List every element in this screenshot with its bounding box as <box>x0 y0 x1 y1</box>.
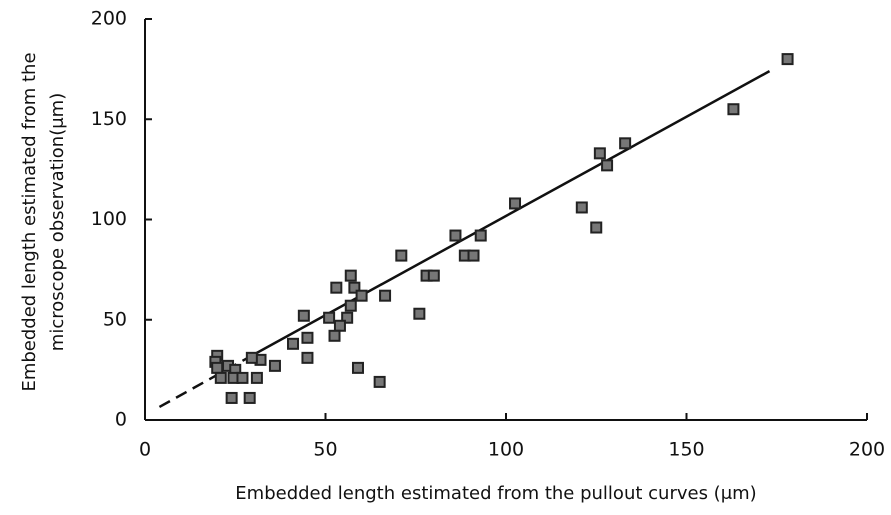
point <box>214 371 227 384</box>
point <box>449 229 462 242</box>
point <box>413 307 426 320</box>
point <box>225 391 238 404</box>
point <box>243 391 256 404</box>
point <box>250 371 263 384</box>
point <box>781 53 794 66</box>
point <box>355 289 368 302</box>
point <box>509 197 522 210</box>
point <box>297 309 310 322</box>
point <box>619 137 632 150</box>
point <box>379 289 392 302</box>
point <box>301 351 314 364</box>
point <box>373 375 386 388</box>
point <box>333 319 346 332</box>
fit-line <box>252 70 771 356</box>
point <box>351 361 364 374</box>
y-tick-label: 100 <box>91 208 127 230</box>
point <box>590 221 603 234</box>
point <box>344 299 357 312</box>
point <box>341 311 354 324</box>
point <box>395 249 408 262</box>
point <box>323 311 336 324</box>
y-axis-label: Embedded length estimated from the <box>19 52 40 391</box>
point <box>727 103 740 116</box>
point <box>474 229 487 242</box>
point <box>268 359 281 372</box>
point <box>301 331 314 344</box>
point <box>330 281 343 294</box>
x-tick-label: 150 <box>668 439 704 461</box>
point <box>236 371 249 384</box>
y-tick-label: 150 <box>91 108 127 130</box>
point <box>245 351 258 364</box>
point <box>344 269 357 282</box>
point <box>348 281 361 294</box>
point <box>427 269 440 282</box>
point <box>593 147 606 160</box>
y-axis-label: microscope observation(μm) <box>47 93 68 351</box>
x-axis-label: Embedded length estimated from the pullo… <box>235 483 756 504</box>
x-tick-label: 50 <box>313 439 337 461</box>
x-tick-label: 200 <box>849 439 885 461</box>
point <box>211 361 224 374</box>
point <box>601 159 614 172</box>
point <box>575 201 588 214</box>
y-tick-label: 0 <box>115 409 127 431</box>
point <box>328 329 341 342</box>
point <box>287 337 300 350</box>
x-tick-label: 0 <box>139 439 151 461</box>
point <box>467 249 480 262</box>
y-tick-label: 50 <box>103 308 127 330</box>
x-tick-label: 100 <box>488 439 524 461</box>
y-tick-label: 200 <box>91 8 127 30</box>
